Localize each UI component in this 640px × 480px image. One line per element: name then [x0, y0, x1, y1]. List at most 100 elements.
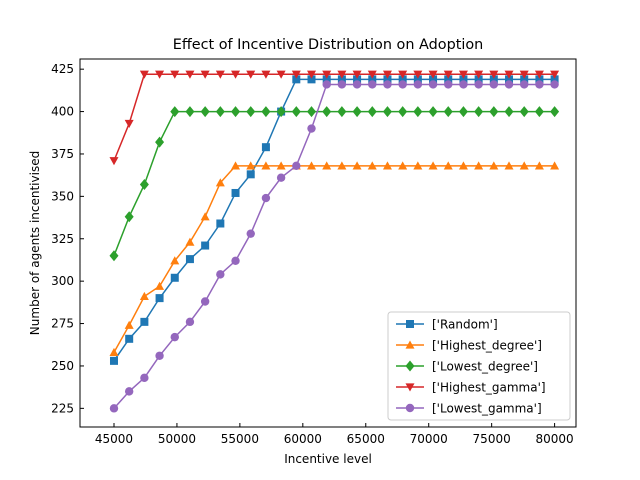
data-point: [382, 70, 392, 79]
data-point: [322, 80, 331, 89]
data-point: [246, 70, 256, 79]
data-point: [307, 161, 317, 170]
data-point: [550, 161, 560, 170]
y-axis-label: Number of agents incentivised: [28, 151, 42, 335]
data-point: [504, 161, 514, 170]
data-point: [550, 75, 559, 84]
data-point: [307, 75, 316, 84]
data-point: [185, 70, 195, 79]
legend-label: ['Lowest_degree']: [432, 360, 538, 374]
data-point: [261, 143, 270, 152]
data-point: [352, 161, 362, 170]
data-point: [352, 80, 362, 89]
data-point: [109, 356, 118, 365]
data-point: [474, 161, 484, 170]
legend-label: ['Highest_degree']: [432, 339, 542, 353]
data-point: [413, 80, 423, 89]
data-point: [231, 188, 240, 197]
data-point: [413, 70, 423, 79]
data-point: [504, 106, 514, 118]
data-point: [246, 170, 255, 179]
data-point: [291, 106, 301, 118]
data-point: [428, 80, 438, 89]
legend: ['Random'] ['Highest_degree'] ['Lowest_deg…: [387, 311, 571, 421]
data-point: [413, 106, 423, 118]
data-point: [291, 70, 301, 79]
legend-label: ['Highest_gamma']: [432, 381, 546, 395]
y-tick-label: 275: [51, 317, 74, 331]
data-point: [322, 70, 332, 79]
data-point: [292, 161, 301, 171]
data-point: [261, 193, 271, 203]
x-tick-label: 45000: [95, 432, 133, 446]
data-point: [307, 70, 317, 79]
y-tick-label: 400: [51, 105, 74, 119]
data-point: [398, 161, 408, 170]
data-point: [216, 270, 225, 279]
data-point: [139, 178, 149, 190]
legend-marker: [405, 403, 415, 413]
data-point: [429, 75, 438, 84]
data-point: [534, 106, 544, 118]
data-point: [368, 75, 377, 84]
data-point: [200, 212, 210, 221]
data-point: [246, 106, 256, 118]
data-point: [382, 161, 392, 170]
data-point: [489, 80, 499, 89]
data-point: [200, 106, 210, 118]
data-point: [520, 75, 529, 84]
x-tick-label: 75000: [473, 432, 511, 446]
y-tick-label: 225: [51, 401, 74, 415]
data-point: [292, 75, 301, 84]
y-tick-label: 375: [51, 147, 74, 161]
data-point: [140, 317, 149, 326]
data-point: [337, 75, 346, 84]
x-tick-label: 80000: [536, 432, 574, 446]
legend-marker: [405, 360, 415, 372]
data-point: [170, 273, 179, 282]
data-point: [382, 106, 392, 118]
data-point: [337, 80, 347, 89]
data-point: [307, 124, 316, 133]
data-point: [474, 75, 483, 84]
data-point: [155, 70, 165, 79]
x-tick-label: 50000: [158, 432, 196, 446]
data-point: [200, 297, 210, 306]
data-point: [231, 161, 241, 170]
data-point: [383, 80, 392, 89]
data-point: [155, 294, 164, 303]
data-point: [520, 80, 529, 89]
data-point: [458, 106, 468, 118]
data-point: [246, 161, 256, 170]
data-point: [185, 317, 195, 327]
data-point: [276, 106, 286, 118]
data-point: [368, 80, 377, 89]
data-point: [352, 70, 362, 79]
data-point: [474, 106, 484, 118]
data-point: [109, 250, 119, 262]
data-point: [550, 106, 560, 118]
series-line: [113, 73, 555, 162]
legend-marker: [405, 383, 415, 392]
y-tick-label: 250: [51, 359, 74, 373]
data-point: [185, 255, 194, 264]
data-point: [201, 241, 210, 250]
data-point: [215, 106, 225, 118]
data-point: [185, 106, 195, 118]
data-point: [322, 75, 331, 84]
data-point: [261, 161, 271, 170]
data-point: [489, 161, 499, 170]
data-point: [367, 106, 377, 118]
plot-area: 45000 50000 55000 60000 65000 70000 75000 80000…: [51, 58, 577, 446]
data-point: [170, 106, 180, 118]
data-point: [398, 70, 408, 79]
data-point: [459, 80, 468, 89]
data-point: [231, 70, 241, 79]
data-point: [215, 178, 225, 187]
data-point: [322, 161, 332, 170]
data-point: [307, 106, 317, 118]
data-point: [337, 70, 347, 79]
data-point: [125, 334, 134, 343]
legend-label: ['Random']: [432, 318, 498, 332]
